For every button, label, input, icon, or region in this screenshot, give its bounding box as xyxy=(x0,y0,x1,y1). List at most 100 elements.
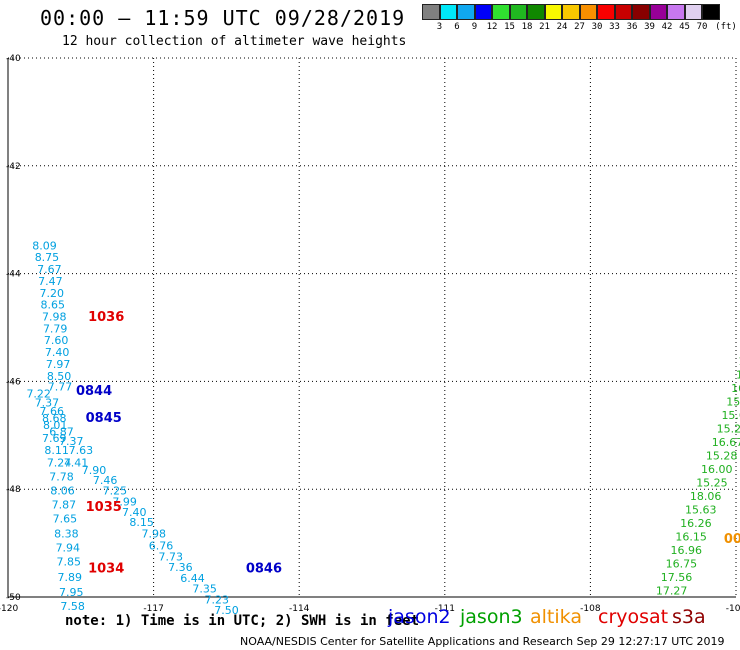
data-point-label: 8.65 xyxy=(41,299,66,312)
legend-label: 42 xyxy=(661,22,673,32)
legend-label: 70 xyxy=(696,22,708,32)
satellite-legend-jason3: jason3 xyxy=(460,606,523,628)
data-point-label: 7.69 xyxy=(42,432,66,445)
data-point-label: 8.50 xyxy=(47,370,72,383)
color-legend-labels: 3 6 9 12 15 18 21 24 27 30 33 36 39 42 45 70 (ft) xyxy=(422,22,740,34)
data-point-label: 16.15 xyxy=(675,530,707,543)
data-point-label: 15.23 xyxy=(717,423,740,436)
legend-label: 45 xyxy=(679,22,690,32)
footnote: note: 1) Time is in UTC; 2) SWH is in fe… xyxy=(65,613,420,629)
data-point-label: 16.67 xyxy=(712,436,740,449)
y-tick-label: -42 xyxy=(6,162,21,172)
data-point-label: 7.89 xyxy=(58,571,82,584)
legend-swatch xyxy=(492,4,510,20)
legend-swatch xyxy=(422,4,440,20)
legend-label: 21 xyxy=(539,22,550,32)
data-point-label: 8.06 xyxy=(50,485,75,498)
y-tick-label: -40 xyxy=(6,54,21,64)
data-point-label: 7.23 xyxy=(205,593,230,606)
data-point-label: 7.25 xyxy=(103,485,128,498)
legend-label: 9 xyxy=(471,22,478,32)
pass-time-label: 0846 xyxy=(246,562,282,577)
y-tick-label: -50 xyxy=(6,593,21,603)
legend-label: 30 xyxy=(591,22,603,32)
pass-time-label: 0023 xyxy=(724,532,740,547)
satellite-legend-jason2: jason2 xyxy=(388,606,451,628)
data-point-label: 7.99 xyxy=(112,495,137,508)
data-point-label: 6.87 xyxy=(49,425,74,438)
legend-label: 12 xyxy=(486,22,498,32)
data-point-label: 16.00 xyxy=(701,463,733,476)
pass-time-label: 0844 xyxy=(76,384,112,399)
data-point-label: 7.79 xyxy=(43,322,68,335)
satellite-legend-s3a: s3a xyxy=(672,606,706,628)
legend-swatch xyxy=(439,4,457,20)
data-point-label: 7.36 xyxy=(168,561,193,574)
pass-time-label: 1035 xyxy=(86,500,122,515)
legend-swatch xyxy=(527,4,545,20)
data-point-label: 7.95 xyxy=(59,586,84,599)
data-point-label: 15.65 xyxy=(721,409,740,422)
y-tick-label: -46 xyxy=(6,377,21,387)
satellite-legend-cryosat: cryosat xyxy=(598,606,669,628)
legend-swatch xyxy=(614,4,632,20)
pass-time-label: 1034 xyxy=(88,562,124,577)
x-tick-label: -120 xyxy=(0,604,18,614)
legend-label: 15 xyxy=(504,22,515,32)
legend-swatch xyxy=(509,4,527,20)
data-point-label: 17.27 xyxy=(656,584,688,597)
legend-swatch xyxy=(649,4,667,20)
data-point-label: 7.66 xyxy=(40,405,64,418)
legend-label: 3 xyxy=(436,22,443,32)
data-point-label: 7.97 xyxy=(46,358,71,371)
data-point-label: 7.77 xyxy=(48,381,73,394)
data-point-label: 7.46 xyxy=(93,474,118,487)
legend-swatch xyxy=(544,4,562,20)
data-point-label: 7.58 xyxy=(60,600,85,613)
legend-label: 6 xyxy=(454,22,460,32)
legend-swatch xyxy=(702,4,720,20)
legend-swatch xyxy=(632,4,650,20)
data-point-label: 7.20 xyxy=(40,287,64,300)
data-point-label: 7.98 xyxy=(42,310,66,323)
data-point-label: 6.44 xyxy=(180,572,205,585)
legend-swatch xyxy=(474,4,492,20)
data-point-label: 15.28 xyxy=(706,450,738,463)
data-point-label: 7.98 xyxy=(141,528,166,541)
data-point-label: 7.65 xyxy=(53,513,78,526)
data-point-label: 8.38 xyxy=(54,528,79,541)
data-point-label: 7.73 xyxy=(158,550,183,563)
data-point-label: 8.01 xyxy=(43,419,68,432)
data-point-label: 7.78 xyxy=(49,471,74,484)
data-point-label: 17.56 xyxy=(661,571,693,584)
data-point-label: 15.63 xyxy=(685,503,717,516)
data-point-label: 7.24 xyxy=(47,457,72,470)
data-point-label: 7.37 xyxy=(59,435,84,448)
data-point-label: 8.68 xyxy=(42,412,66,425)
data-point-label: 7.60 xyxy=(44,334,69,347)
data-point-label: 15.0 xyxy=(736,369,740,382)
data-point-label: 8.15 xyxy=(129,516,154,529)
x-tick-label: -114 xyxy=(289,604,310,614)
data-point-label: 7.37 xyxy=(35,397,60,410)
data-point-label: 6.76 xyxy=(149,540,174,553)
legend-label: 33 xyxy=(609,22,620,32)
data-point-label: 16.26 xyxy=(680,517,712,530)
legend-label: 39 xyxy=(644,22,655,32)
pass-time-label: 1036 xyxy=(88,310,124,325)
data-point-label: 16.75 xyxy=(666,557,698,570)
data-point-label: 7.50 xyxy=(214,604,239,617)
data-point-label: 7.87 xyxy=(52,499,77,512)
legend-label: 27 xyxy=(574,22,585,32)
x-tick-label: -108 xyxy=(580,604,601,614)
pass-time-label: 0845 xyxy=(86,411,122,426)
y-tick-label: -48 xyxy=(6,485,21,495)
page-title: 00:00 – 11:59 UTC 09/28/2019 xyxy=(40,6,406,30)
x-tick-label: -105 xyxy=(726,604,740,614)
legend-swatch xyxy=(597,4,615,20)
legend-swatch xyxy=(579,4,597,20)
data-point-label: 16.09 xyxy=(731,382,740,395)
data-point-label: 15.86 xyxy=(726,396,740,409)
data-point-label: 15.25 xyxy=(696,477,728,490)
